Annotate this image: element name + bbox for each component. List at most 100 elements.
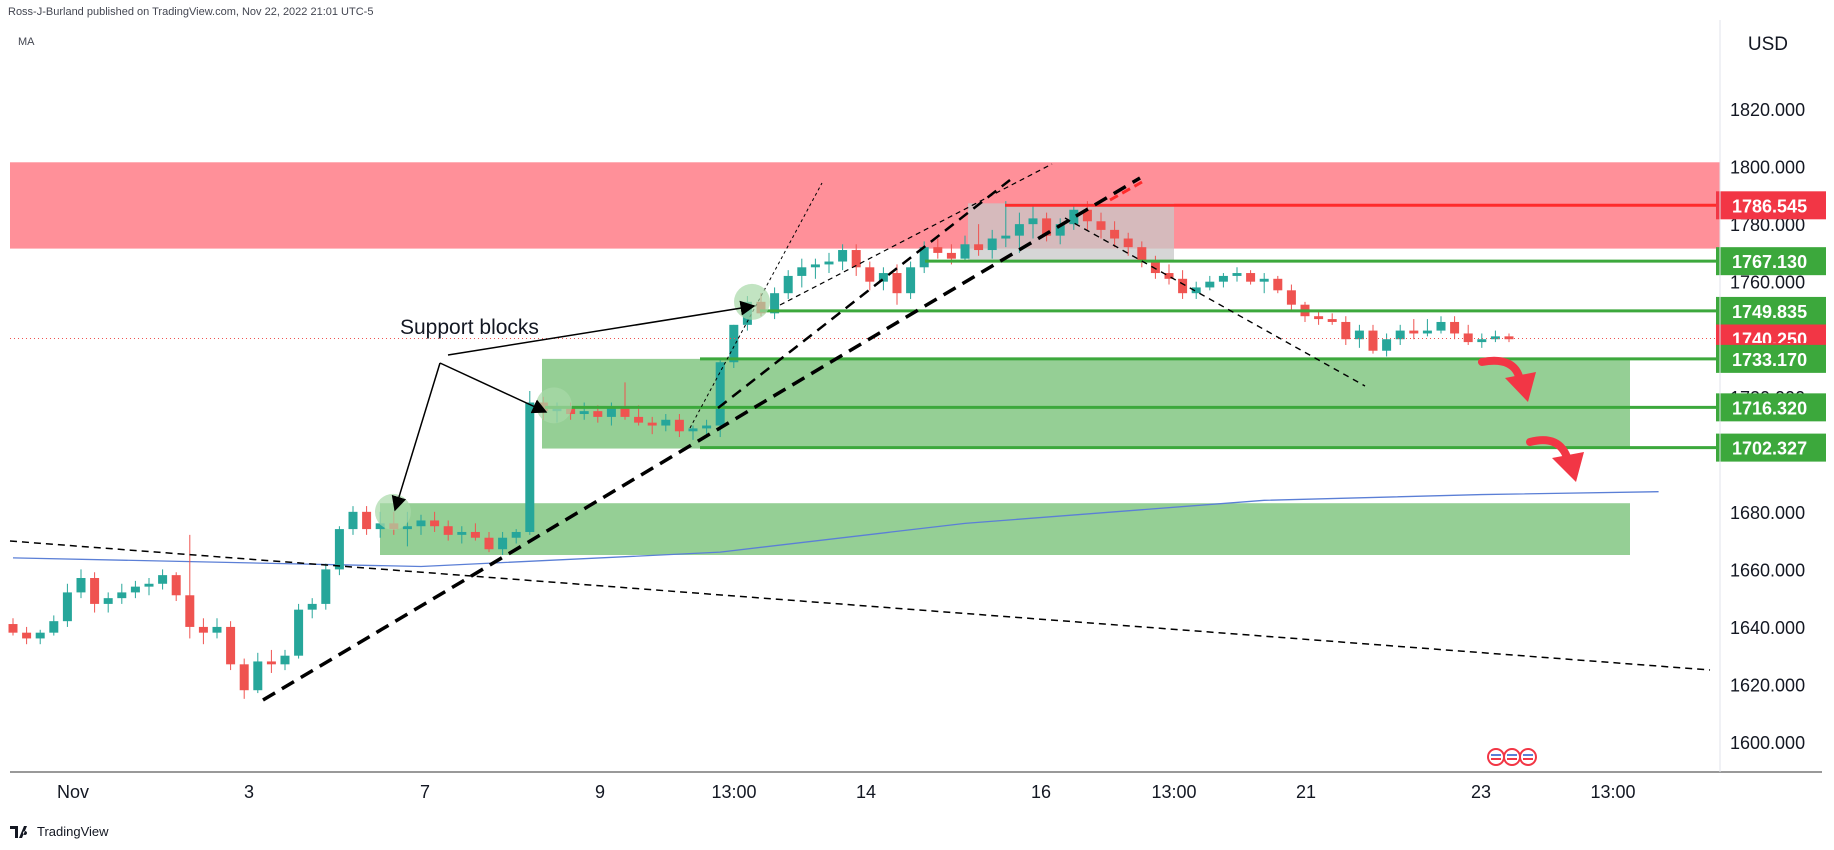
candle[interactable] [797, 258, 807, 288]
event-flag-icon[interactable] [1503, 748, 1521, 766]
candle[interactable] [1096, 212, 1106, 239]
candle[interactable] [810, 258, 820, 279]
candle[interactable] [1123, 232, 1133, 256]
candle[interactable] [865, 261, 875, 291]
candle-body [1259, 278, 1269, 282]
candle[interactable] [253, 652, 263, 694]
candle[interactable] [144, 578, 154, 596]
candle[interactable] [892, 264, 902, 305]
candle[interactable] [334, 526, 344, 576]
candle[interactable] [1001, 201, 1011, 248]
candle[interactable] [280, 649, 290, 671]
event-flag-icon[interactable] [1487, 748, 1505, 766]
candle[interactable] [130, 580, 140, 599]
candle[interactable] [1164, 264, 1174, 285]
candle[interactable] [1259, 273, 1269, 294]
candle[interactable] [1409, 319, 1419, 340]
candle[interactable] [158, 569, 168, 590]
candle[interactable] [90, 572, 100, 613]
candle[interactable] [22, 626, 32, 645]
candle[interactable] [1246, 270, 1256, 285]
candle[interactable] [484, 531, 494, 553]
candle[interactable] [416, 514, 426, 535]
candle[interactable] [117, 583, 127, 604]
candle[interactable] [1218, 273, 1228, 288]
candle[interactable] [1028, 204, 1038, 239]
candle[interactable] [362, 506, 372, 535]
candle[interactable] [103, 592, 113, 613]
candle[interactable] [1395, 324, 1405, 345]
candle[interactable] [688, 425, 698, 440]
candle[interactable] [1422, 319, 1432, 337]
candle[interactable] [1450, 316, 1460, 340]
candle[interactable] [525, 391, 535, 535]
candle[interactable] [1232, 267, 1242, 282]
candle[interactable] [470, 523, 480, 541]
candle[interactable] [171, 572, 181, 602]
candle[interactable] [1368, 324, 1378, 354]
candle[interactable] [35, 629, 45, 645]
candle[interactable] [1205, 275, 1215, 291]
candle[interactable] [579, 402, 589, 420]
candle[interactable] [76, 569, 86, 599]
candle[interactable] [430, 511, 440, 532]
candle[interactable] [49, 615, 59, 636]
candle[interactable] [212, 618, 222, 639]
candle[interactable] [770, 287, 780, 320]
candle[interactable] [1273, 275, 1283, 294]
candle[interactable] [674, 414, 684, 438]
candle[interactable] [620, 382, 630, 420]
candle[interactable] [348, 506, 358, 535]
candle[interactable] [1504, 333, 1514, 343]
candle[interactable] [1069, 204, 1079, 230]
candle[interactable] [294, 603, 304, 659]
candle[interactable] [226, 621, 236, 671]
candle[interactable] [987, 229, 997, 259]
candle[interactable] [266, 649, 276, 673]
candle[interactable] [878, 267, 888, 291]
candle[interactable] [1436, 316, 1446, 334]
candle[interactable] [933, 238, 943, 259]
candle[interactable] [1014, 212, 1024, 253]
candle[interactable] [1314, 310, 1324, 325]
candle[interactable] [62, 583, 72, 627]
candle[interactable] [1490, 330, 1500, 343]
candle[interactable] [498, 531, 508, 555]
candle[interactable] [1286, 284, 1296, 311]
candle[interactable] [1477, 333, 1487, 348]
candle[interactable] [824, 252, 834, 274]
candle[interactable] [1341, 316, 1351, 345]
candle[interactable] [1463, 324, 1473, 345]
candle[interactable] [1137, 241, 1147, 268]
candle[interactable] [457, 526, 467, 544]
candle[interactable] [1354, 324, 1364, 348]
candle[interactable] [851, 244, 861, 276]
event-flag-icon[interactable] [1519, 748, 1537, 766]
candle[interactable] [321, 563, 331, 610]
candle[interactable] [511, 529, 521, 544]
candle[interactable] [8, 618, 18, 636]
candle[interactable] [1191, 281, 1201, 299]
candle[interactable] [715, 359, 725, 438]
candle[interactable] [960, 235, 970, 262]
candle[interactable] [1055, 218, 1065, 245]
candle[interactable] [1042, 212, 1052, 242]
candle[interactable] [307, 598, 317, 619]
candle[interactable] [1150, 255, 1160, 279]
x-tick-label: 23 [1471, 782, 1491, 802]
candle[interactable] [239, 658, 249, 699]
candle[interactable] [906, 261, 916, 299]
candle[interactable] [783, 270, 793, 299]
candle[interactable] [974, 224, 984, 256]
candle[interactable] [1110, 221, 1120, 248]
candle[interactable] [185, 534, 195, 639]
candle[interactable] [661, 414, 671, 432]
candle[interactable] [1382, 333, 1392, 357]
indicator-label-ma[interactable]: MA [18, 36, 35, 48]
candle[interactable] [838, 244, 848, 271]
candle[interactable] [443, 520, 453, 541]
candle[interactable] [1327, 313, 1337, 325]
candle[interactable] [647, 416, 657, 435]
candle[interactable] [198, 618, 208, 645]
